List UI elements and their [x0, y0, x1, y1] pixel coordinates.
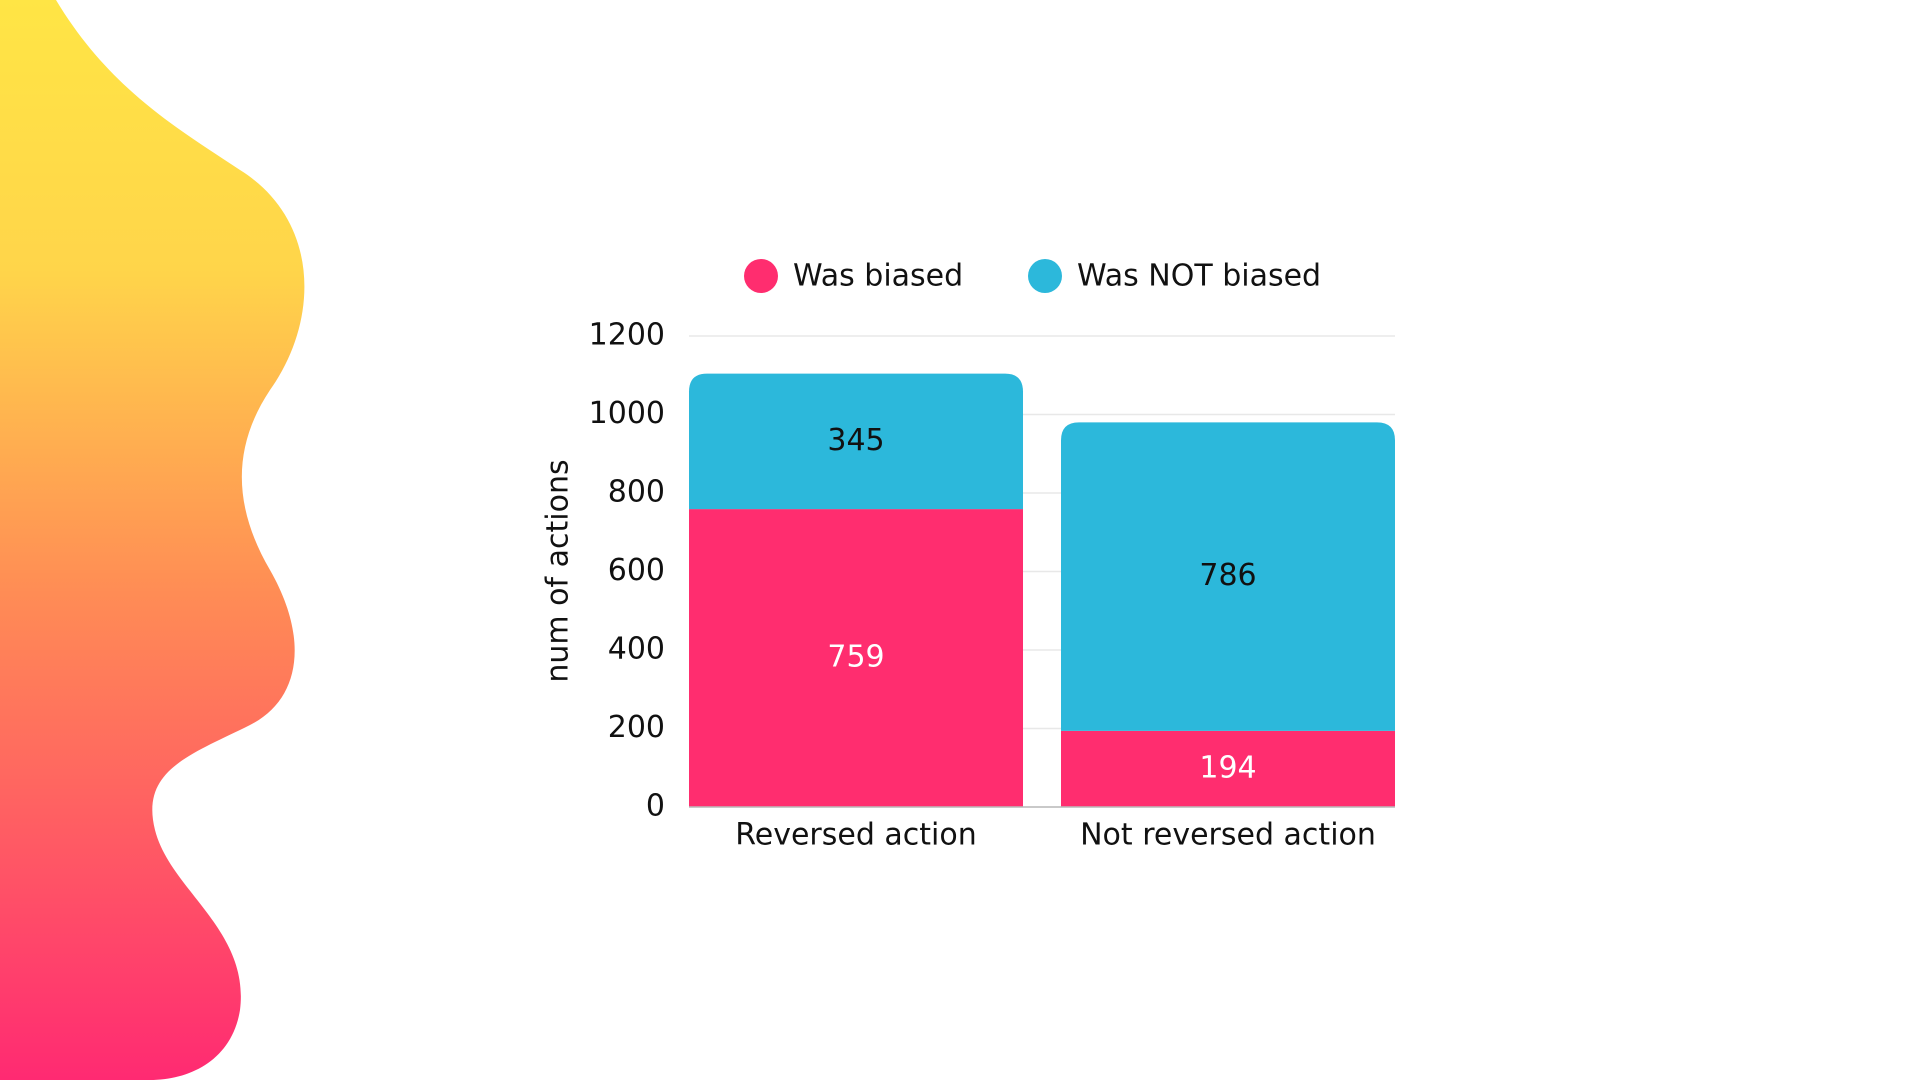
legend-label: Was biased: [793, 259, 963, 294]
data-label: 759: [827, 640, 884, 675]
y-tick-label: 200: [608, 710, 665, 745]
y-tick-label: 800: [608, 475, 665, 510]
y-tick-label: 0: [646, 789, 665, 824]
data-label: 786: [1199, 558, 1256, 593]
data-label: 345: [827, 423, 884, 458]
y-axis-label: num of actions: [541, 459, 576, 682]
y-tick-label: 1200: [589, 318, 665, 353]
y-tick-label: 1000: [589, 396, 665, 431]
bar-segment: [1061, 422, 1395, 731]
decorative-blob: [0, 0, 305, 1080]
bar-segment: [1061, 730, 1395, 807]
x-tick-label: Not reversed action: [1080, 818, 1376, 853]
y-tick-label: 600: [608, 553, 665, 588]
legend-marker: [1028, 259, 1062, 293]
data-label: 194: [1199, 750, 1256, 785]
legend-label: Was NOT biased: [1077, 259, 1321, 294]
bar-segment: [689, 373, 1023, 510]
y-tick-label: 400: [608, 632, 665, 667]
x-tick-label: Reversed action: [735, 818, 977, 853]
bar-segment: [689, 509, 1023, 807]
legend-marker: [744, 259, 778, 293]
